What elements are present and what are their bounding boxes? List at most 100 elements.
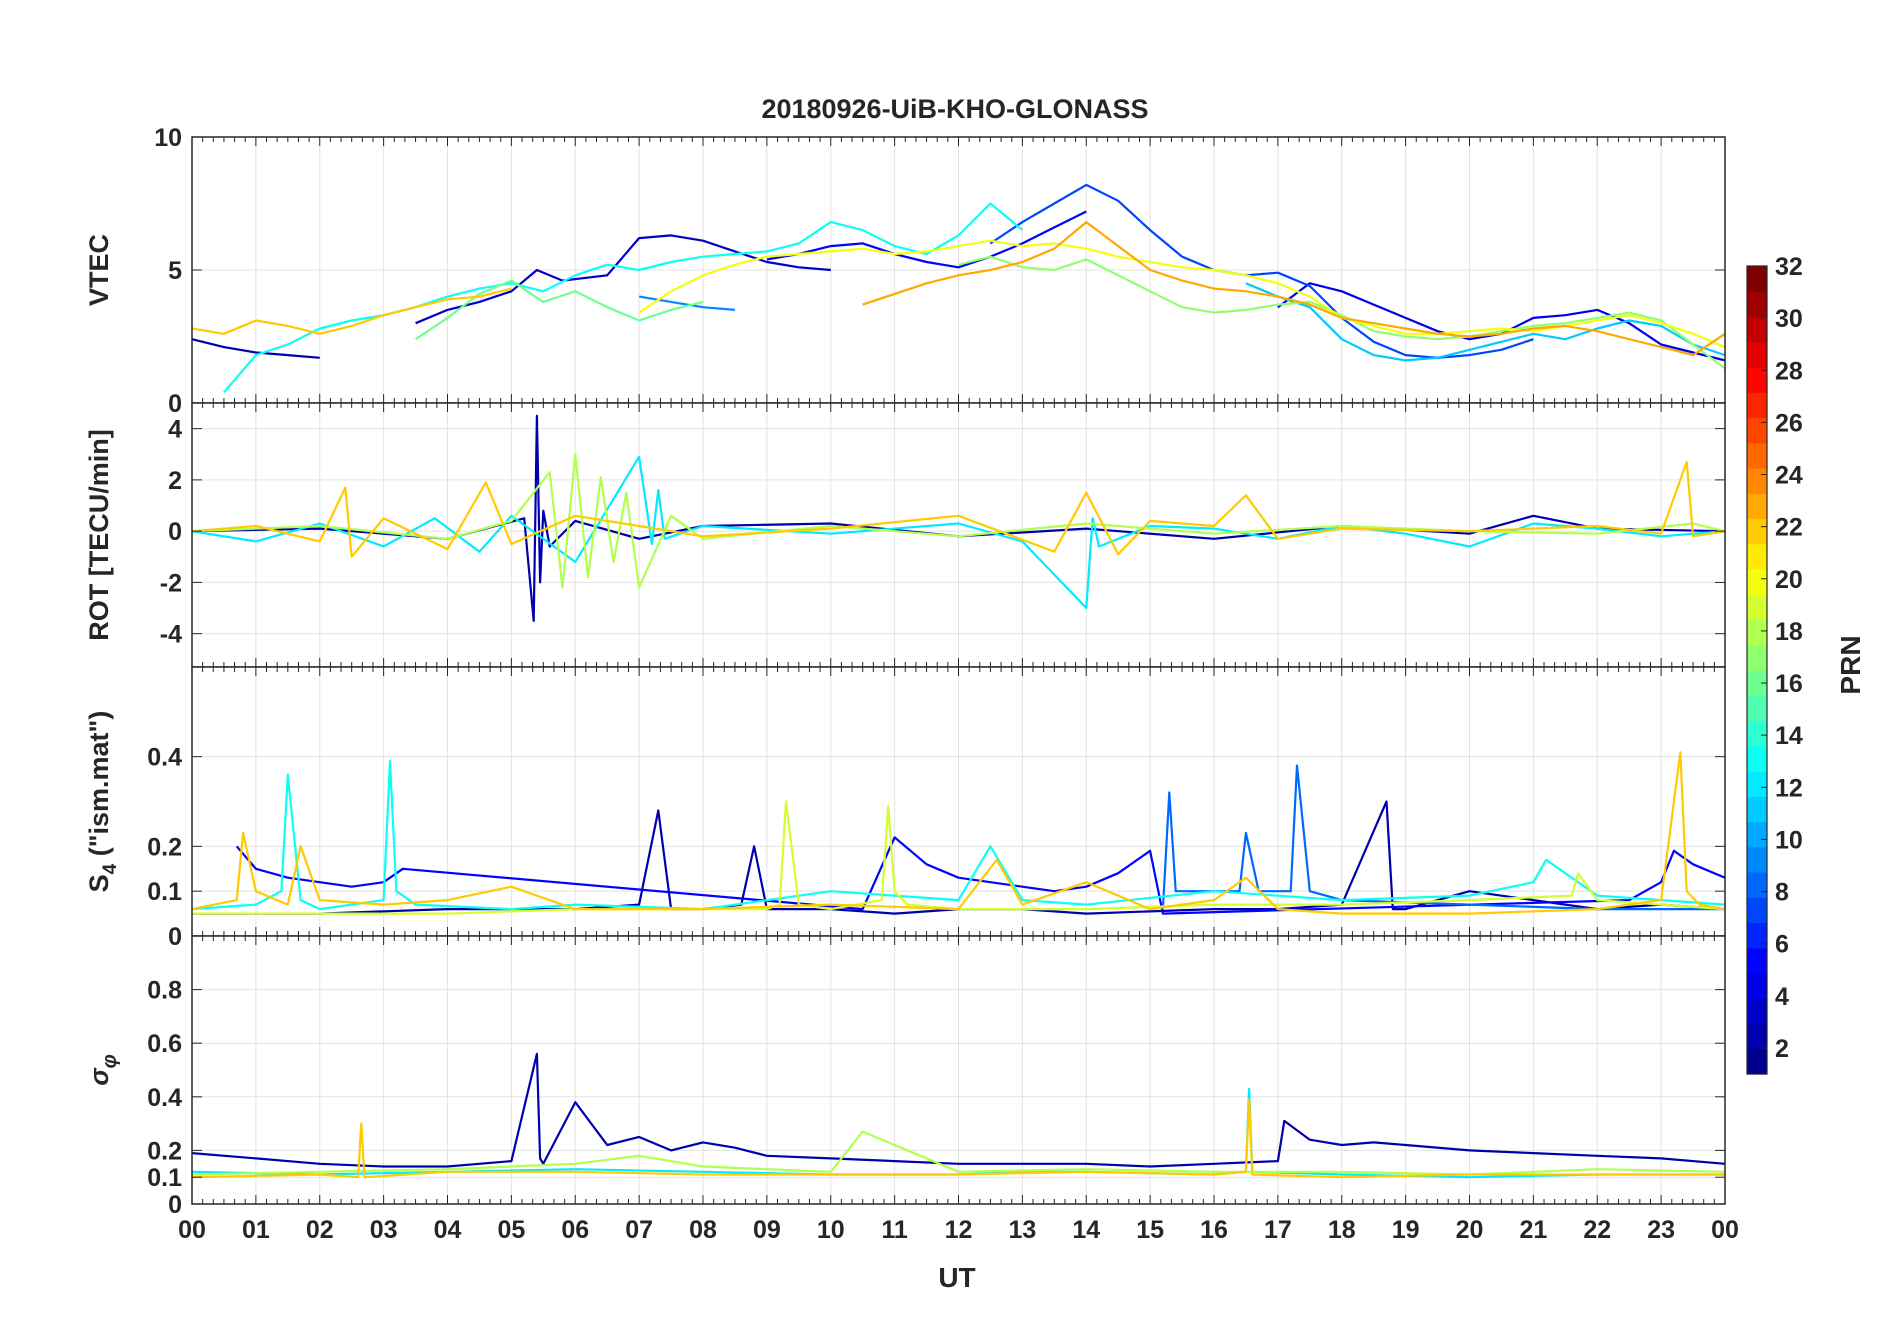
y-axis-label: ROT [TECU/min] [84, 429, 114, 640]
colorbar-tick-label: 8 [1775, 879, 1789, 907]
colorbar-segment [1747, 796, 1767, 823]
y-tick-label: 2 [168, 467, 182, 495]
y-tick-label: 0.1 [147, 1164, 182, 1192]
series-line-prn-2 [192, 1052, 1725, 1168]
colorbar-segment [1747, 771, 1767, 797]
y-tick-label: 0.4 [147, 744, 182, 772]
colorbar-tick-label: 4 [1775, 983, 1789, 1011]
colorbar-tick-label: 26 [1775, 409, 1803, 437]
series-line-prn-3 [415, 234, 831, 325]
colorbar-tick-label: 10 [1775, 826, 1803, 854]
series-line-prn-8 [1161, 764, 1725, 911]
colorbar-segment [1747, 594, 1767, 621]
colorbar-segment [1747, 493, 1767, 520]
colorbar-segment [1747, 947, 1767, 974]
x-tick-label: 00 [178, 1216, 206, 1244]
series-line-prn-22 [192, 751, 1725, 915]
x-tick-label: 06 [561, 1216, 589, 1244]
colorbar-segment [1747, 392, 1767, 419]
colorbar-segment [1747, 367, 1767, 393]
y-tick-label: 0.6 [147, 1030, 182, 1058]
y-tick-label: 0.4 [147, 1084, 182, 1112]
y-tick-label: 0 [168, 923, 182, 951]
colorbar-segment [1747, 1023, 1767, 1050]
colorbar-segment [1747, 291, 1767, 318]
x-tick-label: 07 [625, 1216, 653, 1244]
colorbar-tick-label: 18 [1775, 618, 1803, 646]
y-tick-label: 0 [168, 390, 182, 418]
y-tick-label: 5 [168, 257, 182, 285]
x-tick-label: 05 [497, 1216, 525, 1244]
colorbar-segment [1747, 922, 1767, 949]
x-tick-label: 13 [1008, 1216, 1036, 1244]
series-line-prn-22 [192, 1098, 1725, 1179]
colorbar-segment [1747, 720, 1767, 747]
colorbar-tick-label: 30 [1775, 305, 1803, 333]
colorbar-tick-label: 22 [1775, 514, 1803, 542]
series-group [192, 1052, 1725, 1179]
colorbar-tick-label: 24 [1775, 462, 1803, 490]
colorbar-segment [1747, 543, 1767, 570]
colorbar-segment [1747, 442, 1767, 469]
x-tick-label: 02 [306, 1216, 334, 1244]
y-tick-label: 0 [168, 1191, 182, 1219]
colorbar-segment [1747, 569, 1767, 595]
colorbar-segment [1747, 1048, 1767, 1075]
y-tick-label: -4 [160, 621, 182, 649]
colorbar-tick-label: 28 [1775, 357, 1803, 385]
panel-frame [191, 935, 1726, 1205]
x-tick-label: 16 [1200, 1216, 1228, 1244]
colorbar-segment [1747, 619, 1767, 646]
colorbar-tick-label: 32 [1775, 253, 1803, 281]
series-line-prn-18 [192, 453, 1725, 589]
series-line-prn-16 [414, 279, 704, 341]
colorbar-segment [1747, 695, 1767, 722]
colorbar-segment [1747, 897, 1767, 924]
panel-3: 00.10.20.4S4 ("ism.mat") [84, 666, 1726, 951]
x-tick-label: 21 [1519, 1216, 1547, 1244]
series-line-prn-5 [766, 210, 1087, 269]
colorbar-segment [1747, 973, 1767, 999]
colorbar-segment [1747, 266, 1767, 292]
colorbar-tick-label: 2 [1775, 1035, 1789, 1063]
series-group [192, 751, 1725, 915]
colorbar-segment [1747, 846, 1767, 873]
colorbar-segment [1747, 745, 1767, 772]
colorbar-tick-label: 12 [1775, 774, 1803, 802]
colorbar-segment [1747, 417, 1767, 444]
x-tick-label: 04 [434, 1216, 462, 1244]
x-axis-label: UT [938, 1262, 975, 1293]
x-tick-label: 11 [881, 1216, 908, 1244]
colorbar-segment [1747, 872, 1767, 898]
series-line-prn-13 [223, 202, 1024, 394]
series-line-prn-22 [192, 460, 1725, 558]
colorbar-tick-label: 20 [1775, 566, 1803, 594]
series-line-prn-2 [192, 338, 320, 359]
series-line-prn-12 [192, 455, 1725, 610]
colorbar-segment [1747, 644, 1767, 671]
x-tick-label: 17 [1264, 1216, 1292, 1244]
colorbar-tick-label: 14 [1775, 722, 1803, 750]
y-tick-label: 0.2 [147, 833, 182, 861]
x-tick-label: 09 [753, 1216, 781, 1244]
x-tick-label: 23 [1647, 1216, 1675, 1244]
chart-title: 20180926-UiB-KHO-GLONASS [761, 94, 1148, 124]
panel-1: 0 5 10 VTEC [84, 124, 1726, 418]
y-tick-label: 10 [154, 124, 182, 152]
series-line-prn-20 [638, 239, 1725, 349]
series-line-prn-9 [638, 295, 735, 311]
y-tick-label: -2 [160, 569, 182, 597]
colorbar-segment [1747, 670, 1767, 696]
y-tick-label: 0.1 [147, 878, 182, 906]
x-tick-label: 18 [1328, 1216, 1356, 1244]
colorbar-segment [1747, 341, 1767, 368]
y-tick-label: 4 [168, 416, 182, 444]
x-tick-label: 22 [1583, 1216, 1611, 1244]
series-line-prn-5 [235, 836, 1725, 915]
colorbar-label: PRN [1835, 635, 1866, 694]
series-group [192, 414, 1725, 623]
colorbar-segment [1747, 998, 1767, 1025]
colorbar-segment [1747, 518, 1767, 545]
